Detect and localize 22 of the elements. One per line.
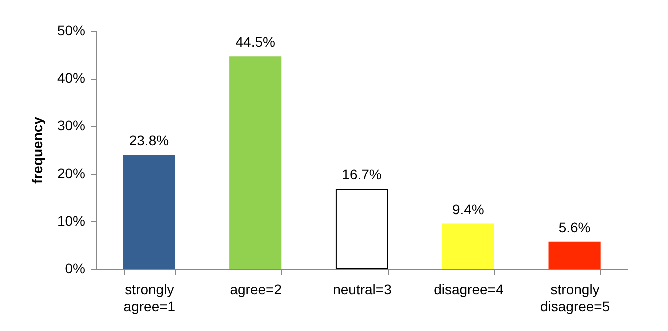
- data-label: 9.4%: [452, 201, 484, 218]
- y-tick-label: 30%: [57, 118, 86, 134]
- x-tick-label: disagree=4: [434, 282, 504, 298]
- bar: [548, 242, 601, 270]
- y-tick-label: 40%: [57, 70, 86, 86]
- y-tick-label: 20%: [57, 165, 86, 182]
- bar: [336, 189, 388, 270]
- bar: [230, 56, 282, 270]
- data-label: 16.7%: [342, 166, 382, 183]
- x-tick-label: strongly agree=1: [124, 282, 176, 314]
- bar: [123, 155, 176, 270]
- x-tick-label: strongly disagree=5: [540, 282, 610, 314]
- y-axis-title: frequency: [29, 116, 46, 184]
- data-label: 44.5%: [236, 34, 276, 50]
- y-tick-label: 10%: [57, 212, 86, 229]
- data-label: 5.6%: [558, 219, 591, 236]
- y-tick-label: 50%: [57, 22, 86, 38]
- x-tick-label: neutral=3: [333, 282, 392, 298]
- data-label: 23.8%: [129, 132, 170, 149]
- y-tick-label: 0%: [65, 260, 86, 276]
- x-tick-label: agree=2: [230, 282, 282, 298]
- bar: [442, 224, 494, 270]
